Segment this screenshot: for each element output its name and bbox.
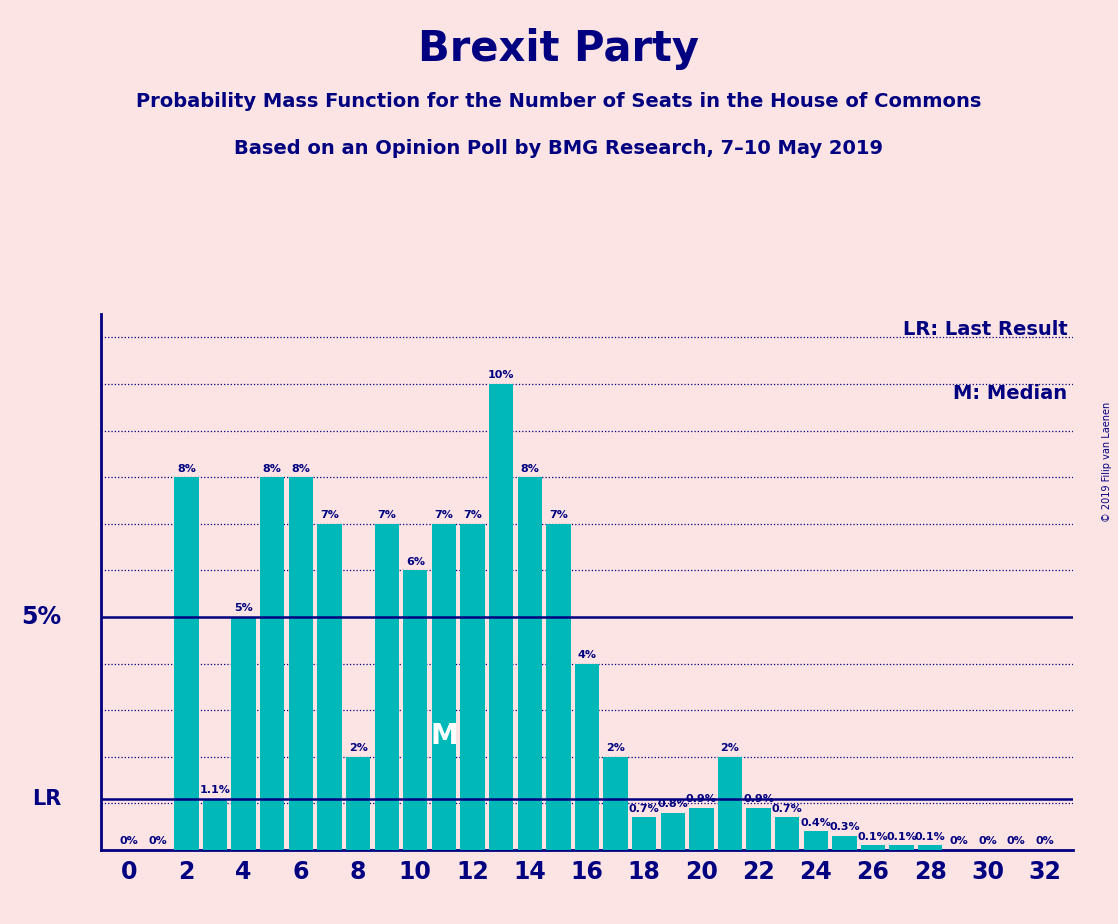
- Text: © 2019 Filip van Laenen: © 2019 Filip van Laenen: [1102, 402, 1112, 522]
- Text: 0.8%: 0.8%: [657, 799, 689, 809]
- Text: 7%: 7%: [463, 510, 482, 520]
- Bar: [288, 478, 313, 850]
- Text: 7%: 7%: [377, 510, 396, 520]
- Text: 2%: 2%: [606, 743, 625, 753]
- Text: 0.1%: 0.1%: [915, 832, 946, 842]
- Bar: [861, 845, 885, 850]
- Text: 2%: 2%: [720, 743, 739, 753]
- Text: 5%: 5%: [235, 603, 253, 614]
- Bar: [318, 524, 342, 850]
- Text: 0.9%: 0.9%: [686, 795, 717, 805]
- Text: 7%: 7%: [549, 510, 568, 520]
- Text: 0.1%: 0.1%: [858, 832, 889, 842]
- Text: 0.7%: 0.7%: [628, 804, 660, 814]
- Text: 8%: 8%: [520, 464, 539, 473]
- Bar: [375, 524, 399, 850]
- Text: 7%: 7%: [320, 510, 339, 520]
- Bar: [747, 808, 770, 850]
- Text: 8%: 8%: [292, 464, 311, 473]
- Bar: [404, 570, 427, 850]
- Text: 10%: 10%: [487, 371, 514, 381]
- Text: 2%: 2%: [349, 743, 368, 753]
- Bar: [547, 524, 570, 850]
- Text: M: M: [430, 722, 457, 750]
- Bar: [202, 799, 227, 850]
- Text: 7%: 7%: [435, 510, 454, 520]
- Bar: [260, 478, 284, 850]
- Text: 8%: 8%: [263, 464, 282, 473]
- Text: LR: LR: [32, 789, 61, 808]
- Bar: [575, 663, 599, 850]
- Bar: [890, 845, 913, 850]
- Bar: [174, 478, 199, 850]
- Bar: [461, 524, 485, 850]
- Bar: [518, 478, 542, 850]
- Text: LR: Last Result: LR: Last Result: [903, 320, 1068, 338]
- Text: Probability Mass Function for the Number of Seats in the House of Commons: Probability Mass Function for the Number…: [136, 92, 982, 112]
- Text: 5%: 5%: [21, 605, 61, 629]
- Bar: [718, 757, 742, 850]
- Text: 0.1%: 0.1%: [887, 832, 917, 842]
- Bar: [775, 818, 799, 850]
- Text: 4%: 4%: [578, 650, 596, 660]
- Bar: [231, 617, 256, 850]
- Bar: [661, 813, 685, 850]
- Text: 0%: 0%: [949, 836, 968, 846]
- Bar: [345, 757, 370, 850]
- Text: 0%: 0%: [120, 836, 139, 846]
- Text: 0%: 0%: [1035, 836, 1054, 846]
- Text: 1.1%: 1.1%: [200, 785, 230, 795]
- Bar: [832, 836, 856, 850]
- Text: 6%: 6%: [406, 557, 425, 566]
- Bar: [432, 524, 456, 850]
- Bar: [804, 832, 828, 850]
- Text: M: Median: M: Median: [954, 383, 1068, 403]
- Text: 0.4%: 0.4%: [800, 818, 832, 828]
- Text: 0.7%: 0.7%: [771, 804, 803, 814]
- Text: 0%: 0%: [1006, 836, 1025, 846]
- Text: 0%: 0%: [978, 836, 997, 846]
- Text: 0.3%: 0.3%: [830, 822, 860, 833]
- Text: Brexit Party: Brexit Party: [418, 28, 700, 69]
- Bar: [632, 818, 656, 850]
- Bar: [918, 845, 942, 850]
- Text: 0%: 0%: [149, 836, 168, 846]
- Text: 0.9%: 0.9%: [743, 795, 774, 805]
- Text: Based on an Opinion Poll by BMG Research, 7–10 May 2019: Based on an Opinion Poll by BMG Research…: [235, 139, 883, 158]
- Bar: [489, 384, 513, 850]
- Text: 8%: 8%: [177, 464, 196, 473]
- Bar: [604, 757, 627, 850]
- Bar: [689, 808, 713, 850]
